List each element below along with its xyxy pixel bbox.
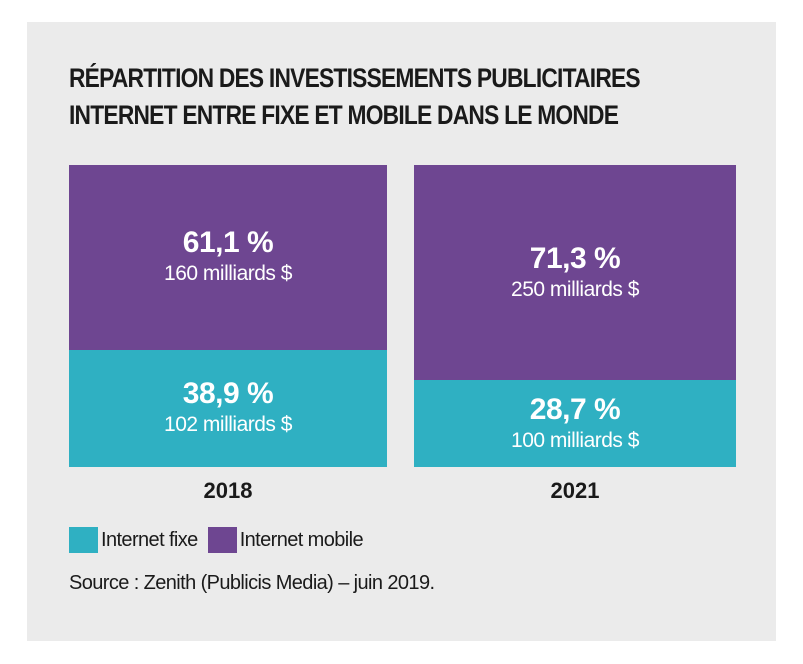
legend: Internet fixe Internet mobile [69,527,373,553]
legend-label-internet-mobile: Internet mobile [239,528,364,551]
legend-item-internet-fixe: Internet fixe [69,527,198,553]
legend-swatch-internet-fixe [69,527,98,553]
bar-2021: 71,3 % 250 milliards $ 28,7 % 100 millia… [414,165,736,467]
segment-2021-internet-fixe: 28,7 % 100 milliards $ [414,380,736,467]
category-label-2021: 2021 [550,478,600,503]
legend-label-internet-fixe: Internet fixe [101,528,198,551]
pct-label-2018-mobile: 61,1 % [182,226,274,260]
pct-label-2021-mobile: 71,3 % [529,241,621,275]
title-line-1: RÉPARTITION DES INVESTISSEMENTS PUBLICIT… [69,63,641,93]
bar-2018: 61,1 % 160 milliards $ 38,9 % 102 millia… [69,165,387,467]
source-note: Source : Zenith (Publicis Media) – juin … [69,572,435,594]
pct-label-2021-fixe: 28,7 % [529,392,621,426]
amount-label-2021-fixe: 100 milliards $ [511,428,639,452]
segment-2018-internet-mobile: 61,1 % 160 milliards $ [69,165,387,350]
segment-2021-internet-mobile: 71,3 % 250 milliards $ [414,165,736,381]
chart-title: RÉPARTITION DES INVESTISSEMENTS PUBLICIT… [69,60,671,134]
legend-swatch-internet-mobile [207,527,237,553]
amount-label-2021-mobile: 250 milliards $ [511,277,639,301]
amount-label-2018-fixe: 102 milliards $ [164,413,292,437]
pct-label-2018-fixe: 38,9 % [182,377,274,411]
category-label-2018: 2018 [203,478,253,503]
segment-2018-internet-fixe: 38,9 % 102 milliards $ [69,349,387,467]
legend-item-internet-mobile: Internet mobile [207,527,364,553]
title-line-2: INTERNET ENTRE FIXE ET MOBILE DANS LE MO… [69,100,619,130]
amount-label-2018-mobile: 160 milliards $ [164,262,292,286]
